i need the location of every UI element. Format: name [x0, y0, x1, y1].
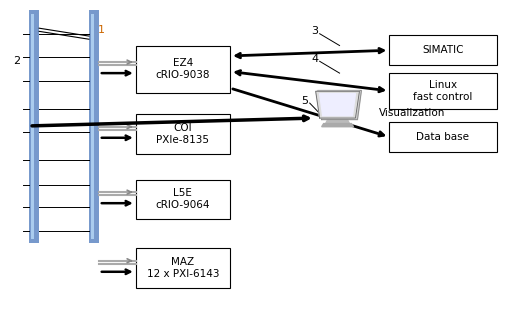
- Text: L5E
cRIO-9064: L5E cRIO-9064: [156, 188, 210, 210]
- Text: Linux
fast control: Linux fast control: [413, 80, 473, 102]
- FancyBboxPatch shape: [389, 122, 497, 152]
- FancyBboxPatch shape: [389, 35, 497, 65]
- Text: MAZ
12 x PXI-6143: MAZ 12 x PXI-6143: [146, 257, 219, 279]
- FancyBboxPatch shape: [389, 73, 497, 109]
- FancyBboxPatch shape: [136, 114, 230, 154]
- FancyBboxPatch shape: [136, 179, 230, 219]
- Text: Visualization: Visualization: [379, 108, 446, 118]
- Polygon shape: [318, 91, 361, 120]
- Text: 2: 2: [13, 56, 20, 66]
- Text: 1: 1: [97, 25, 104, 35]
- FancyBboxPatch shape: [89, 10, 99, 243]
- FancyBboxPatch shape: [91, 14, 94, 239]
- Text: EZ4
cRIO-9038: EZ4 cRIO-9038: [156, 58, 210, 80]
- Text: Data base: Data base: [416, 132, 469, 142]
- Text: 5: 5: [301, 96, 308, 106]
- Text: SIMATIC: SIMATIC: [422, 45, 464, 55]
- FancyBboxPatch shape: [31, 14, 34, 239]
- Text: COI
PXIe-8135: COI PXIe-8135: [156, 123, 209, 145]
- FancyBboxPatch shape: [29, 10, 39, 243]
- Polygon shape: [322, 123, 354, 127]
- FancyBboxPatch shape: [136, 45, 230, 93]
- Polygon shape: [326, 120, 350, 123]
- Polygon shape: [320, 94, 356, 116]
- Polygon shape: [316, 91, 359, 118]
- FancyBboxPatch shape: [136, 248, 230, 288]
- Text: 3: 3: [311, 26, 318, 36]
- Text: 4: 4: [311, 54, 318, 64]
